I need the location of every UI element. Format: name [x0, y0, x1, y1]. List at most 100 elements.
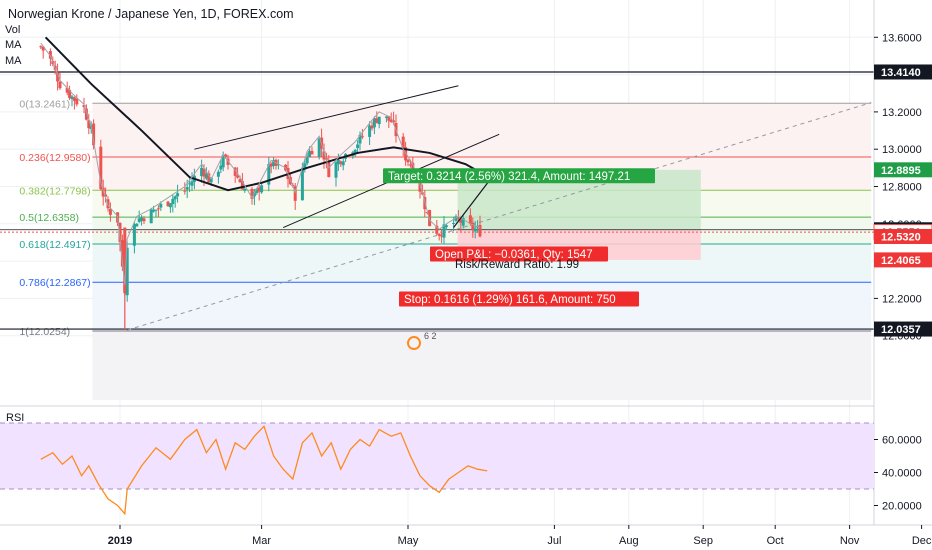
target-label-bg [383, 168, 655, 184]
candle-body [118, 223, 122, 243]
candle-body [190, 181, 194, 186]
pnl-label: Open P&L: −0.0361, Qty: 1547 [435, 249, 593, 261]
price-tick-label: 13.2000 [882, 107, 922, 119]
candle-body [387, 116, 391, 121]
event-icon[interactable] [407, 336, 421, 351]
time-tick-label: Dec [912, 535, 932, 547]
candle-body [159, 203, 163, 208]
price-axis-tag-bg [874, 228, 932, 244]
candle-body [459, 219, 463, 223]
moving-average-line[interactable] [44, 36, 493, 192]
candle-body [252, 192, 256, 197]
candle-body [437, 233, 441, 236]
candle-body [156, 208, 160, 210]
candle-body [406, 159, 410, 163]
price-axis-bg [874, 0, 932, 550]
price-tick-label: 12.8000 [882, 182, 922, 194]
ma-indicator-label: MA [5, 39, 22, 51]
event-badge-label: 6 2 [424, 331, 437, 341]
price-tick-label: 12.2000 [882, 293, 922, 305]
candle-body [56, 72, 60, 82]
candle-body [58, 81, 62, 89]
candle-body [219, 165, 223, 170]
candle-body [166, 201, 170, 207]
candle-body [267, 164, 271, 185]
candle-body [411, 162, 415, 174]
price-axis-tag: 12.8895 [881, 165, 921, 177]
candle-body [87, 120, 91, 129]
candle-body [233, 167, 237, 176]
candle-body [75, 98, 79, 105]
candle-body [149, 209, 153, 224]
candle-body [442, 224, 446, 238]
rsi-tick-label: 20.0000 [882, 501, 922, 513]
candle-body [140, 217, 144, 221]
volume-indicator-label: Vol [5, 24, 21, 36]
candle-body [454, 216, 458, 221]
fib-zone-extension [92, 330, 872, 400]
candle-body [260, 185, 264, 193]
flash-crash-candle [123, 227, 127, 291]
candle-body [207, 173, 211, 183]
candle-body [468, 215, 472, 224]
candle-body [356, 144, 360, 149]
candle-body [372, 118, 376, 128]
time-tick-label: Jul [547, 535, 561, 547]
candle-body [308, 150, 312, 157]
candle-body [435, 225, 439, 234]
candle-body [171, 198, 175, 205]
candle-body [358, 134, 362, 144]
price-axis-tag-bg [874, 64, 932, 80]
rsi-line[interactable] [40, 425, 488, 516]
rsi-band [0, 423, 874, 489]
candle-body [176, 193, 180, 197]
candle-body [216, 171, 220, 177]
price-axis-tag-bg [874, 162, 932, 178]
candle-body [132, 223, 136, 246]
candle-body [48, 51, 52, 59]
time-tick-label: May [398, 535, 419, 547]
fib-level-label: 0.236(12.9580) [19, 152, 90, 164]
candle-body [276, 164, 280, 166]
candle-body [272, 160, 276, 167]
price-axis-tag: 12.4065 [881, 255, 921, 267]
candle-body [471, 222, 475, 231]
fib-level-label: 0.5(12.6358) [19, 212, 79, 224]
rsi-title: RSI [6, 412, 24, 424]
candle-body [300, 167, 304, 201]
candle-body [99, 146, 103, 190]
candle-body [154, 209, 158, 211]
candle-body [168, 203, 172, 208]
candle-body [384, 116, 388, 118]
candle-body [255, 188, 259, 193]
candle-body [303, 163, 307, 170]
time-tick-label: Oct [767, 535, 784, 547]
candle-body [152, 209, 156, 212]
projection-line[interactable] [453, 176, 493, 228]
candle-body [317, 138, 321, 157]
candle-body [478, 224, 482, 237]
target-label: Target: 0.3214 (2.56%) 321.4, Amount: 14… [388, 171, 630, 183]
candle-body [456, 217, 460, 219]
candle-body [41, 46, 45, 51]
candle-body [70, 96, 74, 100]
candle-body [204, 173, 208, 179]
candle-body [108, 208, 112, 215]
candle-body [250, 188, 254, 199]
price-axis-tag: 12.0357 [881, 324, 921, 336]
candle-body [221, 154, 225, 168]
rsi-tick-label: 60.0000 [882, 435, 922, 447]
candle-body [125, 247, 129, 296]
dashed-trend-line[interactable] [127, 102, 872, 331]
candle-body [339, 161, 343, 164]
candle-body [135, 223, 139, 227]
stop-label-bg [399, 291, 639, 307]
time-tick-label: Sep [693, 535, 713, 547]
time-tick-label: Mar [252, 535, 271, 547]
channel-upper-line[interactable] [194, 85, 459, 150]
candle-body [185, 187, 189, 190]
candle-body [65, 87, 69, 93]
risk-reward-label: Risk/Reward Ratio: 1.99 [455, 259, 579, 271]
candle-body [368, 125, 372, 137]
